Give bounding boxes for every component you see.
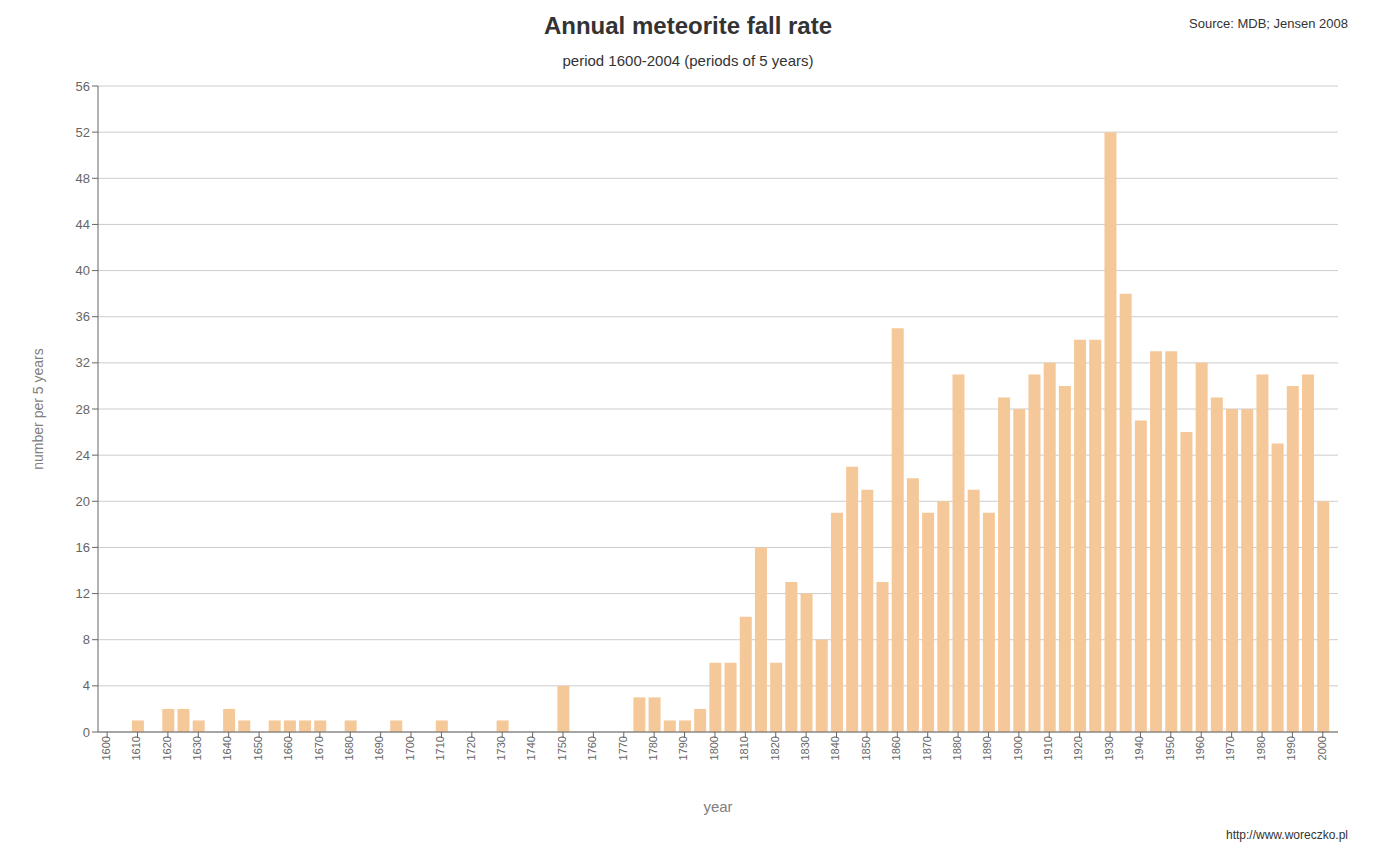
svg-text:1680: 1680 bbox=[343, 736, 355, 760]
svg-text:1940: 1940 bbox=[1133, 736, 1145, 760]
svg-text:year: year bbox=[703, 798, 732, 815]
svg-text:36: 36 bbox=[76, 309, 90, 324]
svg-text:1930: 1930 bbox=[1103, 736, 1115, 760]
svg-text:1880: 1880 bbox=[951, 736, 963, 760]
svg-text:1620: 1620 bbox=[161, 736, 173, 760]
svg-text:1650: 1650 bbox=[252, 736, 264, 760]
svg-text:20: 20 bbox=[76, 494, 90, 509]
svg-text:1730: 1730 bbox=[495, 736, 507, 760]
svg-text:1890: 1890 bbox=[981, 736, 993, 760]
svg-text:1860: 1860 bbox=[890, 736, 902, 760]
svg-text:1820: 1820 bbox=[769, 736, 781, 760]
svg-text:1690: 1690 bbox=[373, 736, 385, 760]
html-text:Annual meteorite fall rate: Annual meteorite fall rate bbox=[544, 12, 832, 39]
svg-text:4: 4 bbox=[83, 678, 90, 693]
svg-text:1760: 1760 bbox=[586, 736, 598, 760]
svg-text:12: 12 bbox=[76, 586, 90, 601]
svg-text:24: 24 bbox=[76, 448, 90, 463]
svg-text:1990: 1990 bbox=[1285, 736, 1297, 760]
svg-text:1980: 1980 bbox=[1255, 736, 1267, 760]
html-text:http://www.woreczko.pl: http://www.woreczko.pl bbox=[1226, 828, 1348, 842]
svg-text:1600: 1600 bbox=[100, 736, 112, 760]
svg-text:1910: 1910 bbox=[1042, 736, 1054, 760]
svg-text:1660: 1660 bbox=[282, 736, 294, 760]
svg-text:1700: 1700 bbox=[404, 736, 416, 760]
svg-text:1950: 1950 bbox=[1164, 736, 1176, 760]
svg-text:56: 56 bbox=[76, 79, 90, 94]
svg-text:1960: 1960 bbox=[1194, 736, 1206, 760]
svg-text:28: 28 bbox=[76, 402, 90, 417]
svg-text:number per 5 years: number per 5 years bbox=[30, 348, 46, 469]
svg-text:1630: 1630 bbox=[191, 736, 203, 760]
svg-text:1850: 1850 bbox=[860, 736, 872, 760]
svg-text:1840: 1840 bbox=[829, 736, 841, 760]
svg-text:44: 44 bbox=[76, 217, 90, 232]
svg-text:1750: 1750 bbox=[556, 736, 568, 760]
html-text:period 1600-2004 (periods of 5: period 1600-2004 (periods of 5 years) bbox=[562, 52, 814, 69]
svg-text:48: 48 bbox=[76, 171, 90, 186]
svg-text:1740: 1740 bbox=[525, 736, 537, 760]
svg-text:1830: 1830 bbox=[799, 736, 811, 760]
svg-text:1800: 1800 bbox=[708, 736, 720, 760]
svg-text:1610: 1610 bbox=[130, 736, 142, 760]
html-text:Source: MDB; Jensen 2008: Source: MDB; Jensen 2008 bbox=[1189, 16, 1348, 31]
svg-text:40: 40 bbox=[76, 263, 90, 278]
svg-text:1870: 1870 bbox=[921, 736, 933, 760]
svg-text:1970: 1970 bbox=[1224, 736, 1236, 760]
svg-text:1770: 1770 bbox=[617, 736, 629, 760]
svg-text:1710: 1710 bbox=[434, 736, 446, 760]
svg-text:1670: 1670 bbox=[313, 736, 325, 760]
svg-text:52: 52 bbox=[76, 125, 90, 140]
svg-text:0: 0 bbox=[83, 725, 90, 740]
svg-text:1790: 1790 bbox=[677, 736, 689, 760]
svg-text:1780: 1780 bbox=[647, 736, 659, 760]
svg-text:1640: 1640 bbox=[221, 736, 233, 760]
svg-text:16: 16 bbox=[76, 540, 90, 555]
svg-text:1900: 1900 bbox=[1012, 736, 1024, 760]
svg-text:32: 32 bbox=[76, 355, 90, 370]
svg-text:1810: 1810 bbox=[738, 736, 750, 760]
svg-text:2000: 2000 bbox=[1316, 736, 1328, 760]
svg-text:1720: 1720 bbox=[465, 736, 477, 760]
svg-text:1920: 1920 bbox=[1072, 736, 1084, 760]
svg-text:8: 8 bbox=[83, 632, 90, 647]
